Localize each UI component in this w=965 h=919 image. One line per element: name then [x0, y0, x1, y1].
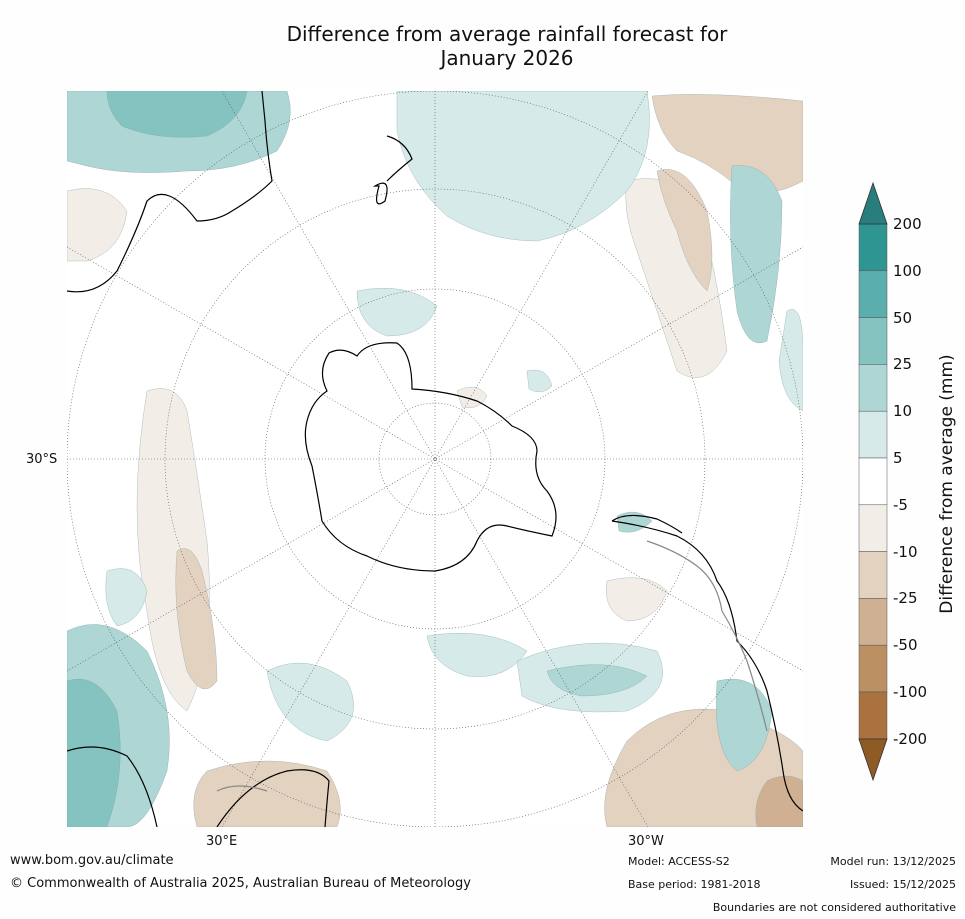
wet-region-indian-nw-strong	[67, 678, 121, 827]
wet-region-east-pacific-light	[778, 309, 803, 412]
colorbar-segment	[858, 270, 888, 318]
title-line-2: January 2026	[440, 46, 574, 70]
country-boundaries	[216, 540, 768, 792]
lon-label-30w: 30°W	[628, 834, 664, 849]
colorbar-tick-label: -10	[893, 542, 918, 561]
australia-coast	[67, 91, 273, 293]
colorbar	[858, 182, 888, 782]
meridian-30w	[221, 91, 649, 827]
meridian-60e	[67, 246, 803, 672]
africa-coast	[67, 746, 158, 827]
wet-region-west-indian	[105, 568, 148, 627]
footer-base-period: Base period: 1981-2018	[628, 878, 761, 891]
colorbar-bottom-cap	[858, 738, 888, 782]
colorbar-segment	[858, 410, 888, 459]
south-america-tip	[611, 514, 683, 534]
wet-region-north-pacific-strong	[106, 91, 248, 138]
footer-model-run: Model run: 13/12/2025	[830, 855, 956, 868]
colorbar-segment	[858, 551, 888, 599]
new-zealand-south	[372, 182, 388, 205]
colorbar-segment	[858, 691, 888, 740]
colorbar-tick-label: -25	[893, 589, 918, 608]
wet-region-small-1	[526, 369, 553, 393]
colorbar-tick-label: -100	[893, 683, 928, 701]
colorbar-top-cap	[858, 182, 888, 225]
colorbar-tick-label: 50	[893, 308, 913, 327]
title-line-1: Difference from average rainfall forecas…	[286, 22, 728, 46]
meridian-30e	[221, 91, 649, 827]
wet-region-south-america	[716, 678, 773, 772]
colorbar-segment	[858, 457, 888, 506]
colorbar-tick-label: 5	[893, 449, 903, 467]
colorbar-segment	[858, 504, 888, 552]
africa-south-coast	[216, 769, 330, 827]
dry-region-south-america-strong	[755, 775, 803, 827]
colorbar-tick-label: 25	[893, 355, 913, 374]
wet-region-south-atlantic-mid	[546, 664, 648, 697]
colorbar-tick-label: 100	[893, 261, 922, 280]
footer-issued: Issued: 15/12/2025	[849, 878, 956, 891]
latitude-circle-30s	[164, 188, 706, 730]
footer-website: www.bom.gov.au/climate	[10, 853, 174, 868]
dry-region-atlantic-mid	[656, 169, 713, 292]
colorbar-tick-label: 200	[893, 215, 922, 233]
colorbar-title: Difference from average (mm)	[937, 354, 957, 614]
colorbar-tick-label: -200	[893, 729, 928, 748]
lon-label-30e: 30°E	[206, 834, 238, 849]
dry-region-south-africa	[193, 760, 341, 827]
wet-region-southern-ocean	[426, 632, 528, 677]
south-america-border	[646, 540, 768, 732]
wet-anomaly-regions	[67, 91, 803, 827]
wet-region-indian-mid	[266, 662, 354, 742]
dry-region-small-1	[67, 188, 128, 262]
coastlines	[67, 91, 803, 827]
wet-region-east-pacific	[730, 165, 783, 344]
africa-border	[216, 785, 268, 792]
new-zealand-north	[386, 135, 413, 182]
colorbar-segment	[858, 598, 888, 646]
colorbar-segments	[858, 223, 888, 740]
wet-region-antarctic-coast	[356, 288, 438, 337]
wet-region-tasman-light	[396, 91, 650, 242]
colorbar-segment	[858, 364, 888, 412]
colorbar-tick-label: 10	[893, 402, 913, 421]
map-title: Difference from average rainfall forecas…	[0, 22, 965, 70]
graticule	[67, 91, 803, 827]
antarctica-coast	[304, 342, 557, 572]
colorbar-segment	[858, 223, 888, 272]
footer-model: Model: ACCESS-S2	[628, 855, 730, 868]
colorbar-tick-label: -50	[893, 636, 918, 655]
lat-label-30s: 30°S	[26, 452, 58, 467]
rainfall-anomaly-map	[67, 91, 803, 827]
dry-region-small-2	[606, 577, 668, 622]
footer-copyright: © Commonwealth of Australia 2025, Austra…	[10, 876, 471, 891]
footer-disclaimer: Boundaries are not considered authoritat…	[712, 901, 956, 914]
colorbar-segment	[858, 644, 888, 693]
south-america-coast	[611, 520, 803, 812]
dry-region-indian-ocean-mid	[175, 548, 218, 690]
meridian-60w	[67, 246, 803, 672]
colorbar-tick-label: -5	[893, 495, 908, 514]
colorbar-segment	[858, 317, 888, 365]
